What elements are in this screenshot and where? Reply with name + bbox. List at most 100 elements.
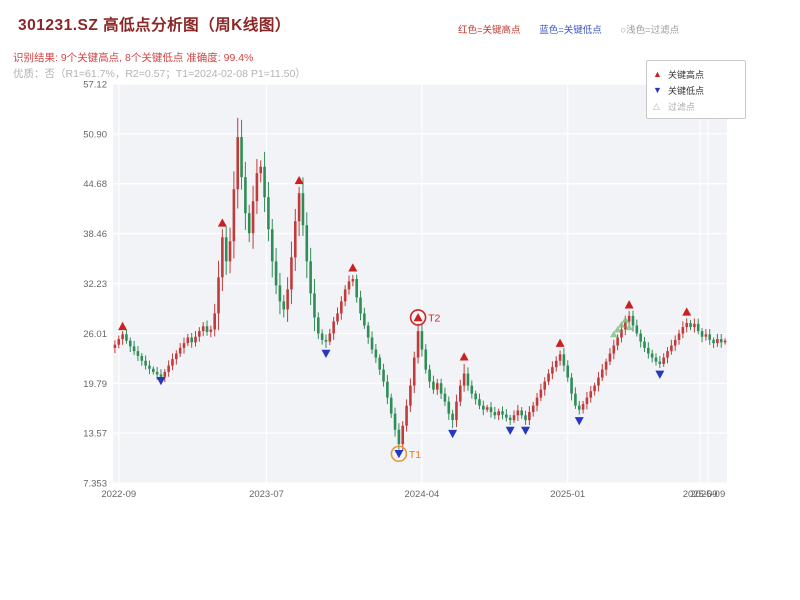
candle-body (232, 189, 236, 242)
candle-body (278, 285, 282, 302)
candle-body (244, 177, 247, 214)
candle-body (466, 373, 470, 386)
key-low-triangle-icon: ▼ (653, 84, 662, 95)
candle-body (424, 349, 428, 370)
candle-body (305, 225, 309, 262)
candle-body (140, 355, 144, 361)
candle-body (677, 333, 681, 340)
candle-body (286, 289, 289, 310)
candle-body (439, 383, 443, 394)
candle-body (658, 361, 662, 364)
key-low-marker (574, 417, 584, 426)
candle-body (627, 315, 631, 322)
candle-body (562, 354, 566, 366)
candle-body (221, 237, 224, 278)
candle-body (420, 331, 424, 350)
candle-body (704, 334, 708, 337)
candle-body (566, 365, 570, 378)
candle-body (508, 417, 512, 421)
y-tick-label: 57.12 (83, 80, 107, 91)
candle-body (689, 323, 692, 328)
candle-body (401, 425, 405, 445)
y-tick-label: 7.353 (83, 479, 107, 490)
y-tick-label: 44.68 (83, 179, 107, 190)
y-tick-label: 19.79 (83, 379, 107, 390)
candle-body (347, 281, 351, 290)
key-low-marker (448, 429, 458, 439)
candle-body (531, 405, 535, 413)
filtered-triangle-icon: △ (653, 100, 660, 111)
key-high-marker (682, 307, 692, 316)
key-high-marker (459, 352, 469, 361)
candle-body (317, 317, 320, 334)
candle-body (696, 323, 700, 332)
candle-body (386, 381, 389, 398)
legend-item-key-low: ▼ 关键低点 (653, 82, 739, 98)
candle-body (213, 313, 216, 330)
candle-body (151, 368, 155, 372)
candle-body (474, 393, 477, 400)
candle-body (332, 321, 335, 334)
candle-body (255, 173, 259, 202)
x-tick-label: 2025-09 (690, 489, 725, 500)
page-title: 301231.SZ 高低点分析图（周K线图） (18, 17, 291, 34)
color-key-filtered-label: ○浅色=过滤点 (620, 25, 680, 36)
filtered-point-marker (621, 316, 630, 323)
x-tick-label: 2025-09 (683, 489, 718, 500)
candle-body (290, 257, 293, 290)
key-high-marker (555, 338, 565, 347)
key-low-marker (505, 426, 515, 436)
marker-ring (409, 309, 427, 326)
key-low-marker (521, 426, 531, 436)
legend-item-filtered: △ 过滤点 (653, 98, 739, 114)
candle-body (389, 397, 393, 414)
x-tick-label: 2024-04 (404, 489, 439, 500)
candle-body (635, 325, 639, 334)
candle-body (259, 166, 263, 174)
candle-body (301, 193, 305, 226)
candle-body (455, 401, 458, 421)
candle-body (236, 137, 240, 190)
candle-body (224, 237, 228, 262)
y-tick-label: 26.01 (83, 329, 107, 340)
candle-body (589, 391, 593, 398)
candle-body (428, 369, 431, 382)
candle-body (167, 365, 170, 372)
candle-body (205, 326, 209, 332)
candle-body (247, 213, 251, 234)
marker-ring (390, 445, 408, 463)
candle-body (217, 277, 220, 314)
candle-body (712, 339, 715, 344)
filtered-point-marker (613, 325, 622, 333)
candle-body (535, 397, 539, 406)
color-key: 红色=关键高点 蓝色=关键低点 ○浅色=过滤点 (458, 22, 695, 36)
candle-body (416, 331, 420, 358)
candle-body (600, 369, 604, 378)
marker-label: T1 (409, 449, 421, 461)
filtered-point-marker (609, 330, 618, 338)
y-tick-label: 50.90 (83, 129, 107, 140)
candle-body (171, 359, 174, 366)
x-tick-label: 2022-09 (101, 489, 136, 500)
candle-body (125, 334, 128, 341)
recognition-result-text: 识别结果: 9个关键高点, 8个关键低点 准确度: 99.4% (13, 52, 254, 64)
candle-body (620, 329, 623, 338)
candle-body (612, 345, 616, 354)
candle-body (435, 383, 439, 390)
candle-body (351, 278, 355, 282)
marker-label: T2 (428, 312, 440, 324)
candle-body (673, 339, 677, 346)
color-key-low-label: 蓝色=关键低点 (539, 25, 602, 36)
candle-body (405, 405, 408, 426)
candle-body (512, 415, 516, 421)
y-tick-label: 32.23 (83, 279, 107, 290)
candle-body (547, 373, 550, 382)
candle-body (608, 353, 612, 362)
legend-item-key-high: ▲ 关键高点 (653, 66, 739, 82)
candle-body (551, 367, 554, 374)
filtered-point-marker (625, 323, 633, 331)
candle-body (482, 405, 485, 410)
candle-body (647, 347, 650, 354)
candle-body (267, 197, 270, 230)
